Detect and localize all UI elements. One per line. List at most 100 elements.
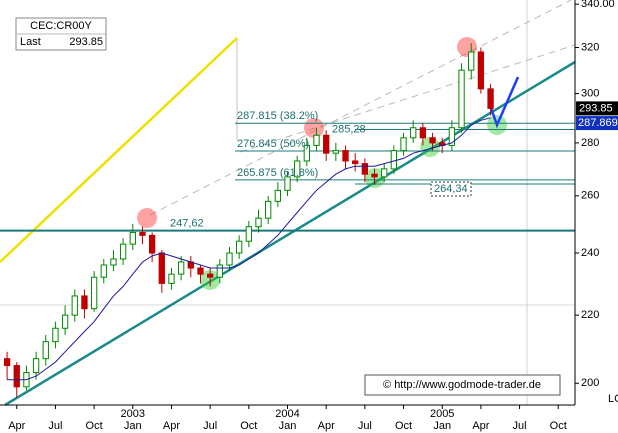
candle-body	[119, 243, 127, 260]
x-tick-label: Apr	[163, 420, 180, 432]
y-tick-label: 260	[581, 190, 599, 202]
candle-body	[61, 314, 69, 329]
candle-body	[168, 273, 175, 284]
candle-body	[274, 189, 281, 202]
x-tick-label: Oct	[395, 420, 412, 432]
candle-body	[32, 358, 40, 374]
candle-body	[148, 234, 156, 254]
label-box	[430, 181, 472, 197]
candle-body	[265, 200, 272, 219]
last-price-label: 293.85	[579, 102, 613, 114]
moving-average	[7, 117, 491, 381]
x-tick-label: Jul	[513, 420, 527, 432]
candle-body	[177, 261, 185, 275]
candle-body	[487, 88, 494, 109]
high-marker	[137, 208, 157, 228]
candle-body	[3, 358, 11, 367]
candle-body	[313, 134, 320, 146]
candle-body	[323, 134, 330, 154]
candle-body	[419, 127, 427, 139]
corner-text: LC	[608, 393, 618, 405]
candle-body	[110, 258, 117, 266]
candle-body	[139, 231, 146, 236]
candle-body	[90, 276, 98, 310]
x-tick-label: Jan	[279, 420, 297, 432]
drawings	[0, 0, 576, 407]
last-value: 293.85	[69, 36, 103, 48]
y-tick-label: 200	[581, 377, 599, 389]
candle-body	[52, 327, 59, 343]
x-tick-label: Apr	[8, 420, 25, 432]
forecast-check	[489, 76, 520, 129]
last-price-box	[576, 101, 618, 116]
level-label: 276.845 (50%)	[237, 138, 309, 150]
last-label: Last	[20, 36, 41, 48]
candle-body	[226, 252, 233, 266]
candle-body	[477, 51, 485, 90]
candle-body	[400, 137, 407, 152]
candle-body	[71, 295, 78, 316]
candle-body	[468, 51, 475, 71]
candle-body	[429, 137, 436, 144]
year-label: 2005	[430, 408, 454, 420]
candle-body	[197, 267, 204, 275]
candle-body	[352, 160, 359, 165]
x-tick-label: Jul	[358, 420, 372, 432]
trendline	[4, 60, 576, 407]
candle-body	[129, 231, 136, 245]
x-tick-label: Oct	[240, 420, 257, 432]
x-tick-label: Oct	[550, 420, 567, 432]
copyright: © http://www.godmode-trader.de	[383, 379, 541, 391]
candle-body	[381, 168, 388, 178]
candle-body	[100, 264, 107, 278]
candle-body	[158, 252, 165, 284]
candle-body	[42, 341, 49, 360]
candle-body	[371, 173, 378, 178]
x-tick-label: Apr	[472, 420, 489, 432]
x-tick-label: Oct	[86, 420, 103, 432]
candle-body	[294, 160, 301, 178]
candle-body	[284, 176, 291, 191]
candle-body	[448, 127, 456, 146]
y-tick-label: 300	[581, 88, 599, 100]
candle-body	[342, 150, 349, 162]
level-label: 264,34	[434, 183, 468, 195]
candle-body	[245, 226, 252, 242]
y-tick-label: 240	[581, 247, 599, 259]
candle-body	[206, 273, 214, 278]
level-label: 285,28	[332, 123, 366, 135]
year-label: 2004	[275, 408, 299, 420]
x-tick-label: Jul	[203, 420, 217, 432]
year-label: 2003	[121, 408, 145, 420]
candle-body	[81, 295, 88, 310]
y-tick-label: 320	[581, 41, 599, 53]
candle-body	[390, 150, 398, 170]
channel-line	[149, 0, 573, 216]
ma-price-box	[576, 116, 618, 131]
candle-body	[332, 150, 340, 154]
y-tick-label: 220	[581, 309, 599, 321]
channel-line	[239, 44, 576, 153]
level-label: 265.875 (61.8%)	[237, 167, 318, 179]
x-tick-label: Apr	[318, 420, 335, 432]
candle-body	[235, 240, 243, 254]
candle-body	[361, 163, 369, 175]
y-tick-label: 280	[581, 137, 599, 149]
symbol: CEC:CR00Y	[30, 20, 92, 32]
level-label: 247,62	[170, 218, 204, 230]
candle-body	[410, 127, 417, 139]
x-tick-label: Jan	[124, 420, 142, 432]
y-tick-label: 340.00	[581, 0, 615, 10]
x-tick-label: Jan	[433, 420, 451, 432]
yellow-trendline	[0, 37, 238, 263]
copyright-box	[364, 374, 561, 396]
candle-body	[255, 217, 262, 228]
candle-body	[216, 264, 223, 278]
x-tick-label: Jul	[48, 420, 62, 432]
candle-body	[13, 365, 20, 388]
candle-body	[303, 144, 310, 162]
candle-body	[458, 69, 465, 129]
